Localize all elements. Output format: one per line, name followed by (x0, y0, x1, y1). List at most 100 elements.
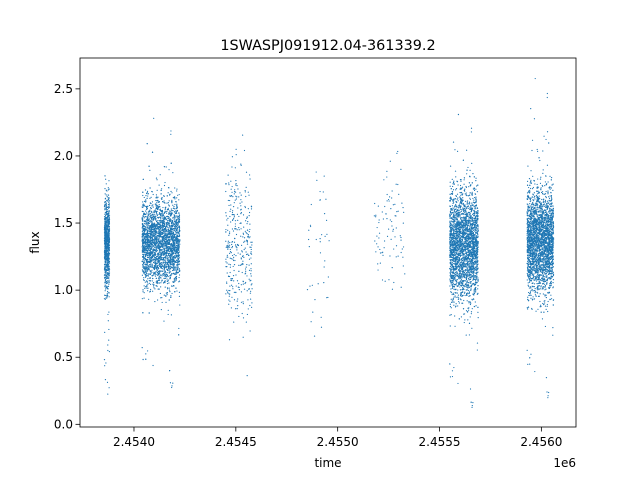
data-point (145, 270, 147, 272)
data-point (150, 288, 152, 291)
data-point (143, 255, 145, 257)
data-point (152, 193, 154, 196)
data-point (106, 227, 108, 229)
data-point (308, 238, 310, 241)
data-point (170, 228, 173, 230)
data-point (319, 238, 321, 240)
data-point (106, 236, 108, 238)
data-point (166, 202, 168, 204)
data-point (244, 247, 246, 249)
data-point (402, 246, 405, 248)
data-point (242, 280, 244, 282)
data-point (145, 353, 147, 355)
data-point (178, 221, 180, 223)
data-point (388, 279, 390, 281)
data-point (166, 195, 168, 197)
data-point (174, 212, 176, 215)
data-point (160, 286, 162, 288)
data-point (175, 222, 178, 224)
data-point (158, 273, 161, 275)
data-point (108, 292, 110, 294)
data-point (401, 202, 403, 204)
data-point (248, 288, 250, 290)
data-point (250, 241, 252, 243)
data-point (170, 133, 172, 135)
data-point (164, 237, 166, 239)
data-point (227, 229, 229, 231)
data-point (105, 214, 107, 216)
data-point (158, 248, 160, 250)
data-point (107, 220, 109, 222)
data-point (156, 270, 158, 272)
data-point (234, 167, 236, 169)
data-point (240, 284, 242, 286)
data-point (108, 279, 110, 281)
data-point (160, 228, 162, 230)
data-point (231, 247, 233, 249)
data-point (155, 271, 157, 273)
data-point (390, 208, 392, 210)
data-point (149, 273, 151, 275)
data-point (173, 234, 176, 236)
data-point (319, 199, 321, 201)
data-point (144, 258, 146, 261)
data-point (152, 364, 154, 367)
data-point (233, 193, 235, 195)
data-point (232, 206, 235, 208)
data-point (166, 292, 168, 294)
data-point (176, 236, 178, 239)
data-point (240, 235, 242, 237)
data-point (245, 251, 247, 253)
data-point (107, 236, 110, 238)
data-point (105, 234, 107, 236)
data-point (155, 207, 158, 210)
data-point (143, 250, 145, 252)
data-point (170, 130, 172, 132)
data-point (147, 290, 149, 292)
data-point (240, 257, 242, 259)
data-point (168, 260, 171, 262)
data-point (327, 276, 329, 278)
data-point (164, 224, 166, 226)
data-point (167, 207, 169, 209)
data-point (145, 275, 147, 277)
data-point (148, 241, 150, 244)
data-point (323, 213, 326, 215)
data-point (144, 255, 147, 258)
data-point (170, 253, 172, 255)
data-point (165, 266, 167, 269)
data-point (107, 285, 110, 287)
data-point (241, 312, 243, 315)
data-point (231, 185, 233, 188)
data-point (164, 229, 166, 231)
data-point (241, 262, 243, 265)
data-point (234, 244, 237, 246)
data-point (168, 239, 170, 242)
data-point (107, 248, 109, 250)
data-point (235, 148, 237, 150)
data-point (243, 248, 245, 251)
data-point (233, 256, 235, 258)
data-point (233, 253, 235, 256)
data-point (163, 261, 165, 263)
data-point (145, 205, 147, 208)
data-point (327, 296, 329, 299)
data-point (143, 205, 146, 207)
data-point (250, 205, 252, 207)
data-point (233, 263, 236, 266)
data-point (107, 276, 109, 278)
data-point (154, 233, 156, 235)
data-point (146, 231, 149, 233)
data-point (104, 261, 106, 263)
data-point (170, 214, 172, 216)
data-point (310, 225, 312, 228)
data-point (107, 189, 109, 191)
data-point (175, 229, 177, 231)
data-point (165, 295, 167, 297)
data-point (108, 220, 110, 222)
data-point (106, 273, 108, 275)
data-point (249, 178, 251, 180)
data-point (171, 231, 173, 233)
data-point (155, 203, 157, 205)
